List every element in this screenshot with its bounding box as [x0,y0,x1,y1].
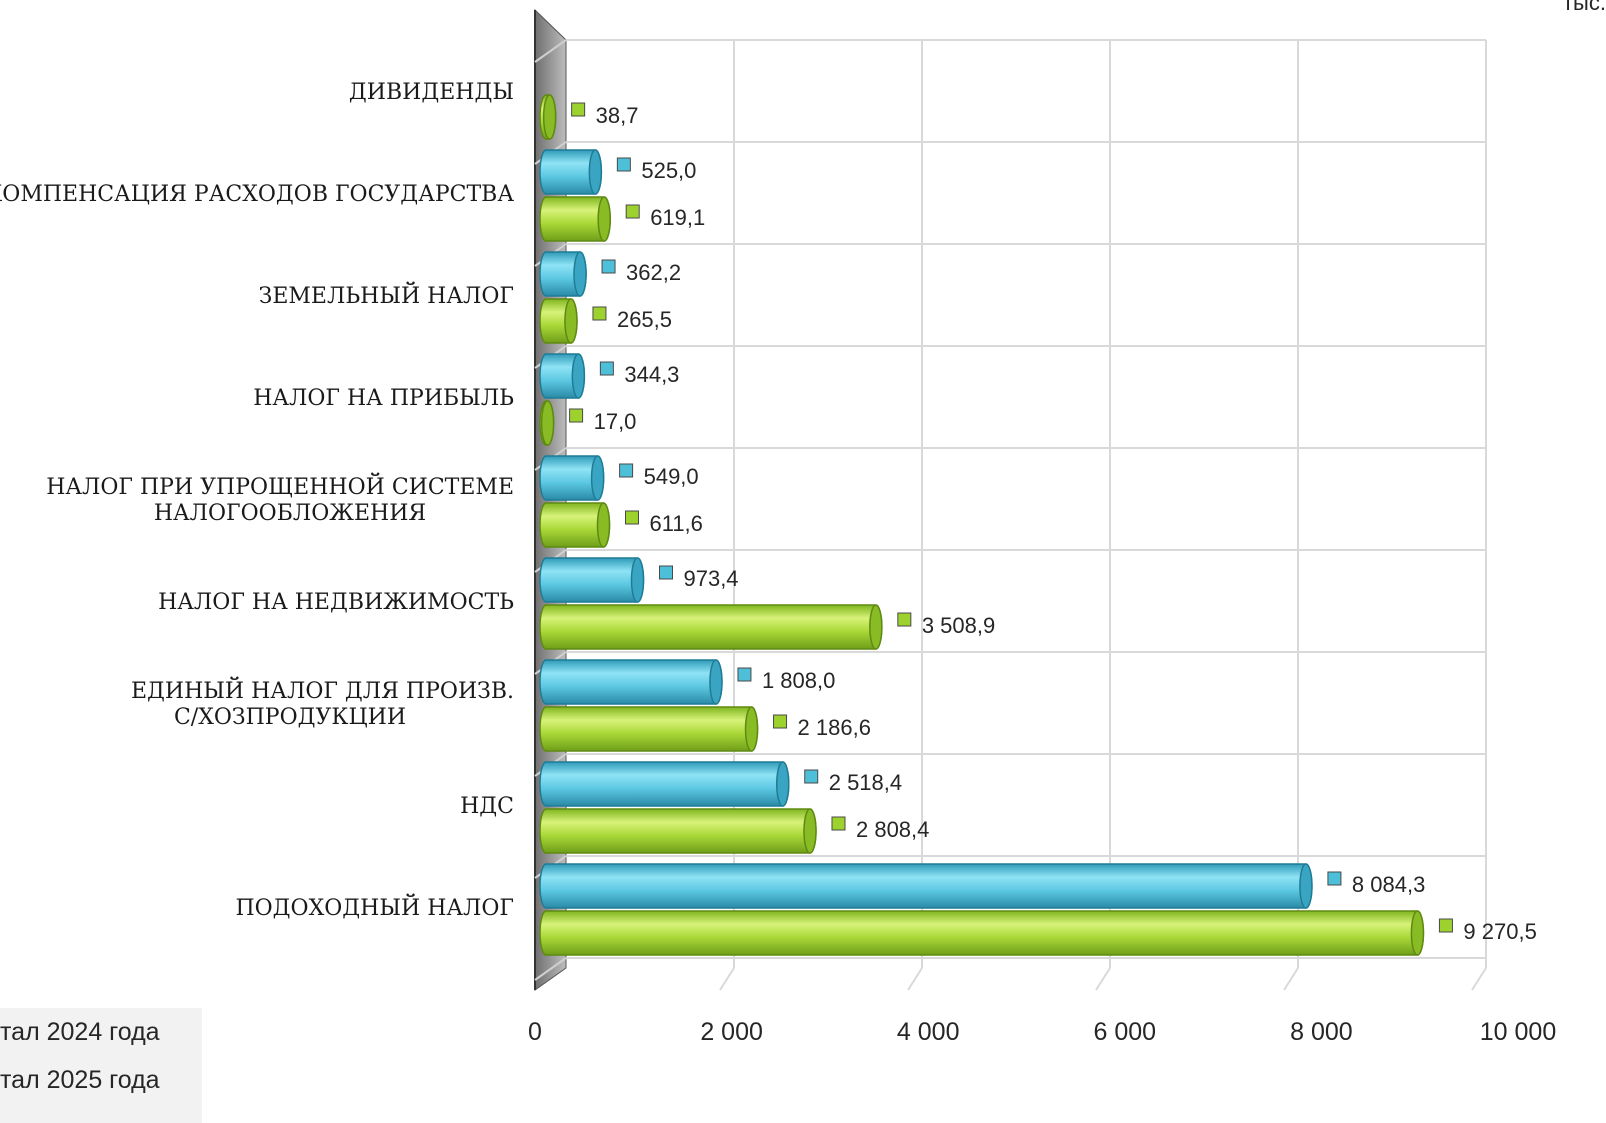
value-label: 344,3 [624,362,679,387]
bar-2025 [539,604,883,650]
bar-2025 [539,808,817,854]
value-label-marker [625,204,640,219]
value-label-marker [1327,871,1342,886]
value-label-marker [831,816,846,831]
bar-2024 [539,863,1313,909]
value-label-marker [804,769,819,784]
value-label: 362,2 [626,260,681,285]
gridline-floor [1283,967,1299,991]
bar-2025 [539,910,1425,956]
category-label: НАЛОГ ПРИ УПРОЩЕННОЙ СИСТЕМЕ НАЛОГООБЛОЖЕ… [46,472,514,526]
value-label: 17,0 [594,409,637,434]
gridline-floor [1471,967,1487,991]
x-tick-label: 8 000 [1290,1018,1353,1046]
value-label: 2 808,4 [856,817,929,842]
x-tick-labels: 0 2 000 4 000 6 000 8 000 10 000 [528,1018,1556,1046]
bar-2025 [539,94,557,140]
value-label: 8 084,3 [1352,872,1425,897]
bar-2025 [539,298,578,344]
value-label: 2 186,6 [798,715,871,740]
category-label: ЕДИНЫЙ НАЛОГ ДЛЯ ПРОИЗВ. С/ХОЗПРОДУКЦИИ [131,676,514,730]
gridline-wall [534,957,567,981]
value-label: 1 808,0 [762,668,835,693]
x-tick-label: 10 000 [1480,1018,1556,1046]
value-label-marker [592,306,607,321]
gridline-floor [907,967,923,991]
category-label: НАЛОГ НА ПРИБЫЛЬ [253,386,514,411]
value-label: 3 508,9 [922,613,995,638]
category-label: НАЛОГ НА НЕДВИЖИМОСТЬ [158,590,514,615]
value-label: 619,1 [650,205,705,230]
legend: тал 2024 года тал 2025 года [0,1008,202,1123]
category-label: ДИВИДЕНДЫ [349,80,514,105]
value-label-marker [569,408,584,423]
category-label: ЗЕМЕЛЬНЫЙ НАЛОГ [259,281,514,309]
legend-background [0,1008,202,1123]
bars [539,94,1425,956]
x-tick-label: 2 000 [700,1018,763,1046]
value-label: 525,0 [641,158,696,183]
value-label-marker [616,157,631,172]
bar-2025 [539,400,555,446]
value-label-marker [897,612,912,627]
value-label: 265,5 [617,307,672,332]
value-label-marker [624,510,639,525]
bar-2025 [539,706,759,752]
bar-2024 [539,149,603,195]
gridline-floor [1095,967,1111,991]
value-labels: 8 084,3 9 270,5 2 518,4 2 808,4 1 808,0 2 186… [569,102,1537,944]
x-tick-label: 4 000 [897,1018,960,1046]
gridline-floor [719,967,735,991]
value-label-marker [599,361,614,376]
value-label: 973,4 [683,566,738,591]
value-label: 2 518,4 [829,770,902,795]
value-label-marker [571,102,586,117]
bar-2024 [539,761,790,807]
gridline-wall [534,39,567,63]
bar-2024 [539,557,645,603]
x-tick-label: 6 000 [1094,1018,1157,1046]
bar-2024 [539,659,723,705]
bar-2024 [539,455,605,501]
bar-2025 [539,196,611,242]
value-label-marker [1438,918,1453,933]
category-labels: ПОДОХОДНЫЙ НАЛОГ НДС ЕДИНЫЙ НАЛОГ ДЛЯ ПРОИ… [0,80,514,921]
value-label-marker [601,259,616,274]
value-label: 549,0 [644,464,699,489]
value-label-marker [619,463,634,478]
value-label-marker [773,714,788,729]
x-tick-label: 0 [528,1018,542,1046]
category-label: КОМПЕНСАЦИЯ РАСХОДОВ ГОСУДАРСТВА [0,182,514,207]
bar-2025 [539,502,611,548]
legend-label-2025: тал 2025 года [0,1066,160,1094]
bar-2024 [539,251,587,297]
bar-2024 [539,353,586,399]
value-label: 38,7 [596,103,639,128]
value-label: 611,6 [649,511,702,536]
value-label: 9 270,5 [1463,919,1536,944]
legend-label-2024: тал 2024 года [0,1018,160,1046]
value-label-marker [737,667,752,682]
value-label-marker [658,565,673,580]
category-label: ПОДОХОДНЫЙ НАЛОГ [235,893,514,921]
category-label: НДС [460,794,514,819]
corner-label: тыс. [1563,0,1606,15]
